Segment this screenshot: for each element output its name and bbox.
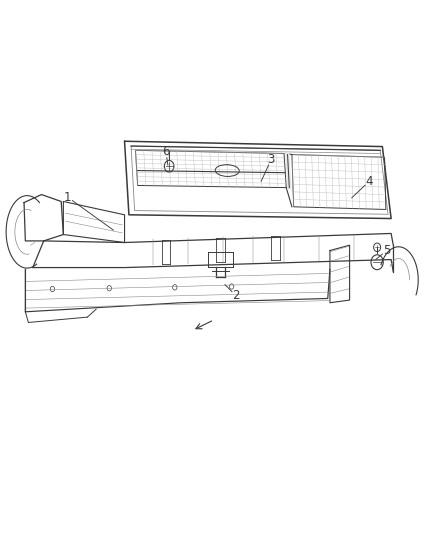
Text: 3: 3 [267,154,274,166]
Text: 4: 4 [365,175,373,188]
Text: 6: 6 [162,146,170,158]
Text: 2: 2 [232,289,240,302]
Text: 5: 5 [383,244,390,257]
Text: 1: 1 [64,191,72,204]
